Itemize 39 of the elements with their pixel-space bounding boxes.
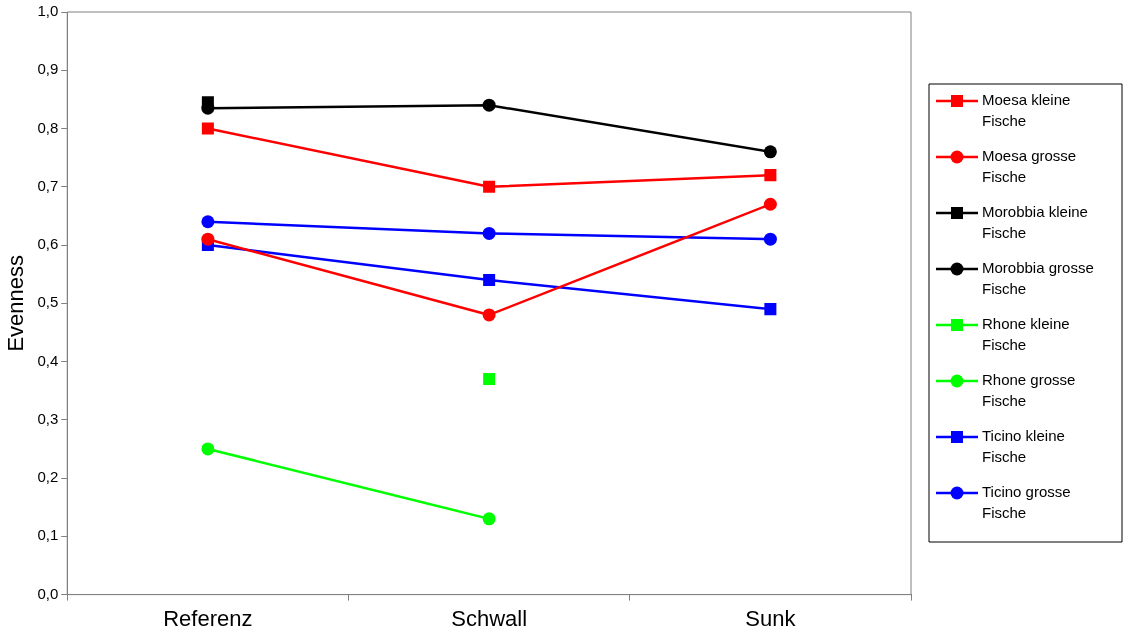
- point: [482, 512, 496, 526]
- x-tick-label: Sunk: [745, 605, 797, 631]
- point: [201, 442, 215, 456]
- legend-label: Rhone kleine Fische: [982, 315, 1070, 354]
- legend-label: Rhone grosse Fische: [982, 371, 1076, 410]
- y-tick-label: 0,7: [37, 176, 59, 194]
- y-tick-label: 1,0: [37, 2, 59, 20]
- y-tick-label: 0,0: [37, 584, 59, 602]
- point: [482, 98, 496, 112]
- point: [764, 303, 777, 316]
- y-tick-label: 0,3: [37, 409, 59, 427]
- y-tick-label: 0,1: [37, 526, 59, 544]
- point: [483, 273, 496, 287]
- x-tick-label: Schwall: [451, 605, 528, 631]
- legend-label: Moesa kleine Fische: [982, 91, 1071, 130]
- y-tick-label: 0,9: [37, 60, 59, 78]
- legend-label: Morobbia kleine Fische: [982, 203, 1088, 242]
- point: [201, 215, 215, 229]
- point: [483, 180, 496, 193]
- point: [482, 226, 496, 240]
- x-tick-label: Referenz: [163, 605, 253, 631]
- point: [763, 197, 777, 211]
- legend-label: Ticino kleine Fische: [982, 427, 1065, 466]
- point: [482, 308, 496, 322]
- point: [483, 373, 496, 386]
- point: [763, 232, 777, 246]
- point: [764, 169, 777, 182]
- legend-label: Moesa grosse Fische: [982, 147, 1077, 186]
- y-tick-label: 0,5: [37, 293, 59, 311]
- legend-label: Morobbia grosse Fische: [982, 259, 1094, 298]
- legend-label: Ticino grosse Fische: [982, 483, 1071, 522]
- y-tick-label: 0,8: [37, 118, 59, 136]
- y-axis-title: Evenness: [3, 254, 29, 352]
- y-tick-label: 0,2: [37, 468, 59, 486]
- y-tick-label: 0,4: [37, 351, 59, 369]
- point: [201, 232, 215, 246]
- point: [201, 122, 214, 135]
- point: [763, 145, 777, 159]
- y-tick-label: 0,6: [37, 235, 59, 253]
